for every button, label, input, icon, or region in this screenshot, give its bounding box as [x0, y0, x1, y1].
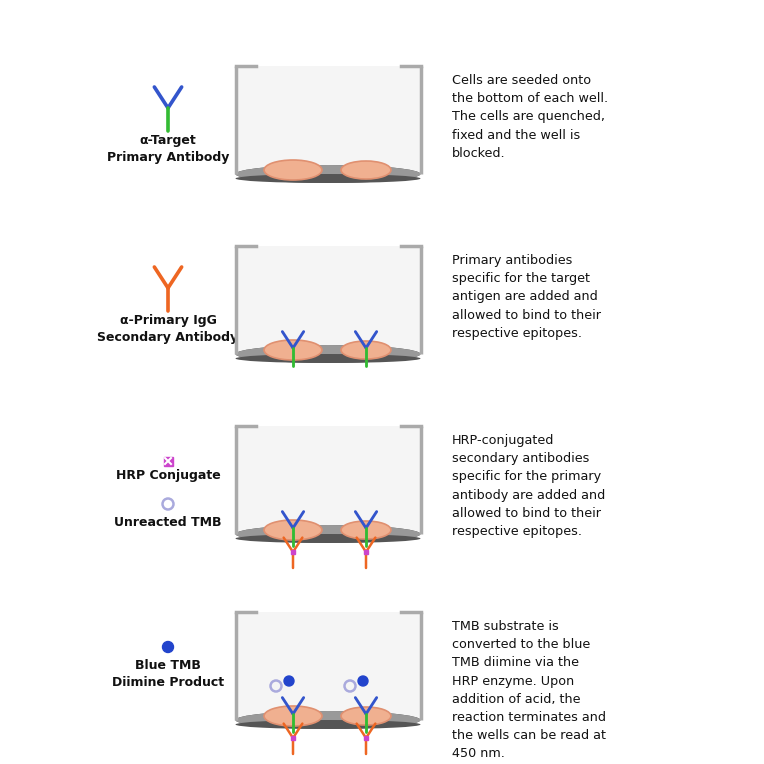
Ellipse shape — [235, 345, 420, 363]
Ellipse shape — [235, 165, 420, 183]
Text: Primary antibodies
specific for the target
antigen are added and
allowed to bind: Primary antibodies specific for the targ… — [452, 254, 601, 340]
Ellipse shape — [235, 534, 420, 543]
Text: α-Target
Primary Antibody: α-Target Primary Antibody — [107, 134, 229, 164]
Ellipse shape — [235, 720, 420, 729]
Ellipse shape — [264, 160, 322, 180]
Ellipse shape — [341, 341, 391, 359]
Text: TMB substrate is
converted to the blue
TMB diimine via the
HRP enzyme. Upon
addi: TMB substrate is converted to the blue T… — [452, 620, 606, 760]
Text: Cells are seeded onto
the bottom of each well.
The cells are quenched,
fixed and: Cells are seeded onto the bottom of each… — [452, 74, 608, 160]
Bar — [235, 66, 420, 174]
Text: HRP-conjugated
secondary antibodies
specific for the primary
antibody are added : HRP-conjugated secondary antibodies spec… — [452, 434, 605, 538]
Bar — [235, 612, 420, 720]
Bar — [235, 246, 420, 354]
Ellipse shape — [341, 521, 391, 539]
Bar — [291, 550, 295, 554]
Circle shape — [163, 642, 173, 652]
Text: Unreacted TMB: Unreacted TMB — [115, 516, 222, 529]
Bar — [364, 550, 367, 554]
Text: α-Primary IgG
Secondary Antibody: α-Primary IgG Secondary Antibody — [98, 314, 238, 344]
Ellipse shape — [341, 161, 391, 179]
Ellipse shape — [235, 711, 420, 729]
Ellipse shape — [235, 165, 420, 183]
Ellipse shape — [235, 174, 420, 183]
Ellipse shape — [235, 525, 420, 543]
Bar — [364, 736, 367, 740]
Ellipse shape — [235, 711, 420, 729]
Ellipse shape — [264, 520, 322, 540]
Circle shape — [284, 676, 294, 686]
Ellipse shape — [341, 707, 391, 725]
Text: Blue TMB
Diimine Product: Blue TMB Diimine Product — [112, 659, 224, 689]
Ellipse shape — [235, 525, 420, 543]
Ellipse shape — [235, 354, 420, 363]
Ellipse shape — [264, 706, 322, 726]
Bar — [163, 457, 173, 465]
Bar — [291, 736, 295, 740]
Ellipse shape — [235, 345, 420, 363]
Text: HRP Conjugate: HRP Conjugate — [115, 470, 220, 483]
Bar — [235, 426, 420, 534]
Ellipse shape — [264, 340, 322, 360]
Circle shape — [358, 676, 368, 686]
